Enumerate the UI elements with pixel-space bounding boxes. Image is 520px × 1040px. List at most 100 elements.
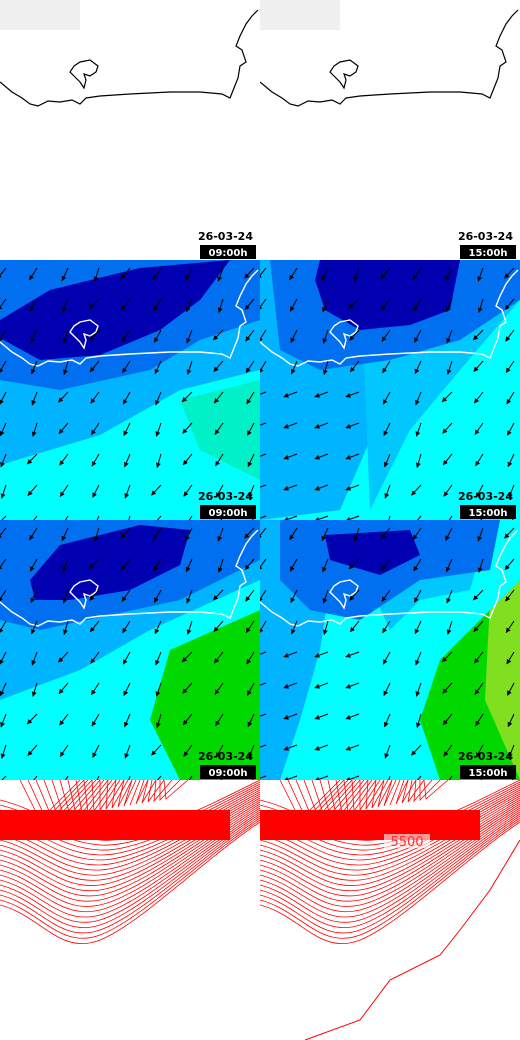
contour: [335, 780, 369, 814]
wind-arrow: [29, 298, 38, 312]
wind-arrow: [322, 360, 329, 375]
wind-arrow: [380, 267, 391, 279]
stamp-box: [460, 505, 516, 519]
map-panel: [0, 260, 260, 520]
wind-arrow: [0, 391, 7, 405]
coastline: [0, 9, 259, 107]
wind-arrow: [90, 391, 100, 404]
wind-arrow: [123, 453, 131, 468]
wind-arrow: [383, 453, 391, 468]
wind-arrow: [155, 682, 162, 697]
stamp-time: 09:00h: [209, 768, 248, 779]
wind-arrow: [260, 267, 267, 280]
contour: [0, 799, 260, 886]
contour: [260, 789, 520, 861]
wind-arrow: [412, 267, 422, 281]
wind-arrow: [383, 713, 391, 728]
wind-arrow: [283, 775, 298, 780]
wind-arrow: [155, 391, 162, 406]
contour: [0, 821, 260, 945]
wind-arrow: [474, 682, 484, 695]
wind-arrow: [31, 651, 38, 666]
map-panel: [260, 260, 520, 520]
wind-arrow: [186, 589, 193, 604]
wind-arrow: [188, 515, 193, 520]
wind-arrow: [383, 682, 391, 697]
wind-arrow: [321, 527, 329, 542]
contour: [0, 807, 260, 907]
wind-arrow: [244, 298, 255, 311]
wind-arrow: [30, 589, 38, 604]
wind-arrow: [349, 360, 360, 373]
wind-arrow: [382, 620, 391, 634]
contour: [407, 780, 425, 803]
wind-arrow: [153, 558, 162, 572]
stamp-box: [460, 765, 516, 779]
wind-arrow: [124, 744, 131, 759]
wind-arrow: [348, 558, 360, 570]
wind-arrow: [124, 484, 131, 499]
wind-arrow: [59, 744, 69, 758]
wind-arrow: [247, 453, 255, 468]
wind-arrow: [151, 484, 162, 496]
contour: [163, 780, 189, 800]
contour: [153, 780, 173, 803]
wind-arrow: [321, 267, 329, 282]
wind-arrow: [448, 515, 453, 520]
wind-arrow: [120, 527, 131, 539]
wind-arrow: [345, 651, 360, 658]
wind-arrow: [183, 744, 193, 757]
island: [329, 579, 359, 610]
wind-arrow: [120, 267, 131, 279]
wind-arrow: [29, 527, 38, 541]
wind-arrow: [260, 360, 267, 374]
contour: [59, 780, 101, 816]
wind-arrow: [123, 682, 131, 697]
wind-arrow: [314, 515, 329, 520]
wind-arrow: [185, 298, 193, 313]
wind-arrow: [215, 744, 224, 758]
wind-arrow: [0, 298, 7, 311]
contour: [319, 780, 361, 816]
wind-arrow: [154, 620, 162, 635]
wind-arrow: [260, 391, 267, 395]
map-panel: [260, 520, 520, 780]
stamp-date: 26-03-24: [458, 490, 513, 503]
contour: [83, 780, 113, 814]
contour: [260, 811, 520, 918]
island: [69, 579, 99, 610]
island: [69, 319, 99, 350]
wind-arrow: [508, 484, 515, 499]
wind-arrow: [283, 453, 298, 460]
wind-arrow: [0, 651, 7, 665]
contour: [423, 780, 449, 800]
wind-arrow: [380, 527, 391, 539]
stamp-time: 15:00h: [469, 248, 508, 259]
wind-arrow: [290, 329, 298, 344]
wind-arrow: [504, 527, 515, 539]
wind-arrow: [475, 453, 484, 467]
wind-arrow: [152, 527, 162, 541]
wind-arrow: [446, 329, 453, 344]
wind-arrow: [213, 391, 224, 404]
wind-arrow: [260, 589, 267, 603]
wind-arrow: [506, 422, 515, 436]
stamp-box: [200, 765, 256, 779]
wind-arrow: [445, 558, 453, 573]
wind-arrow: [283, 422, 298, 429]
wind-arrow: [504, 558, 515, 571]
stamp-date: 26-03-24: [198, 490, 253, 503]
wind-arrow: [215, 713, 224, 727]
wind-arrow: [61, 267, 69, 282]
stamp-box: [200, 245, 256, 259]
contour: [0, 785, 260, 851]
wind-arrow: [412, 527, 422, 541]
contour: [35, 780, 89, 819]
wind-arrow: [289, 558, 298, 572]
wind-arrow: [260, 558, 267, 571]
wind-arrow: [260, 651, 267, 655]
wind-arrow: [506, 391, 515, 405]
wind-arrow: [442, 453, 453, 466]
wind-arrow: [0, 620, 7, 634]
